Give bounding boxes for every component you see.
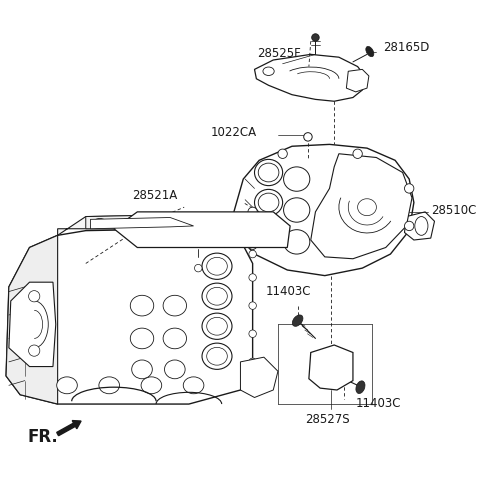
Ellipse shape <box>254 220 283 247</box>
Ellipse shape <box>248 240 257 250</box>
Ellipse shape <box>121 218 134 228</box>
Ellipse shape <box>304 132 312 141</box>
Text: 28510C: 28510C <box>431 204 476 216</box>
Ellipse shape <box>249 250 256 258</box>
Ellipse shape <box>405 184 414 193</box>
Ellipse shape <box>207 257 228 275</box>
Ellipse shape <box>328 350 335 358</box>
Text: 1022CA: 1022CA <box>210 126 256 139</box>
Ellipse shape <box>278 149 288 158</box>
Ellipse shape <box>312 34 319 41</box>
Text: 28525F: 28525F <box>257 47 301 60</box>
Ellipse shape <box>202 253 232 279</box>
Ellipse shape <box>182 218 209 241</box>
Ellipse shape <box>251 218 277 241</box>
Ellipse shape <box>258 224 279 243</box>
Ellipse shape <box>178 218 191 228</box>
Ellipse shape <box>284 230 310 254</box>
Text: 28527S: 28527S <box>305 413 350 426</box>
Polygon shape <box>234 144 414 276</box>
Ellipse shape <box>275 224 287 235</box>
Ellipse shape <box>163 295 187 316</box>
Ellipse shape <box>194 264 202 272</box>
Polygon shape <box>86 215 203 240</box>
Ellipse shape <box>249 358 256 366</box>
Ellipse shape <box>254 159 283 186</box>
Ellipse shape <box>248 207 257 216</box>
Ellipse shape <box>57 377 77 394</box>
Ellipse shape <box>263 67 274 75</box>
Text: FR.: FR. <box>28 428 59 446</box>
Ellipse shape <box>165 360 185 379</box>
Polygon shape <box>90 217 193 229</box>
Ellipse shape <box>258 163 279 182</box>
Ellipse shape <box>207 317 228 335</box>
Text: 28521A: 28521A <box>132 189 178 202</box>
Polygon shape <box>58 215 240 240</box>
Ellipse shape <box>183 377 204 394</box>
Ellipse shape <box>151 222 170 237</box>
Ellipse shape <box>202 313 232 339</box>
Ellipse shape <box>249 274 256 281</box>
Ellipse shape <box>217 218 243 241</box>
Ellipse shape <box>134 224 146 235</box>
Polygon shape <box>114 212 290 248</box>
Polygon shape <box>254 54 367 101</box>
Ellipse shape <box>186 222 205 237</box>
Ellipse shape <box>316 360 329 373</box>
Ellipse shape <box>284 167 310 191</box>
Ellipse shape <box>130 295 154 316</box>
Polygon shape <box>405 212 434 240</box>
Polygon shape <box>311 154 412 259</box>
Polygon shape <box>9 282 56 367</box>
Ellipse shape <box>366 47 374 57</box>
Polygon shape <box>347 70 369 92</box>
Ellipse shape <box>353 149 362 158</box>
Ellipse shape <box>249 382 256 389</box>
Ellipse shape <box>132 360 152 379</box>
Ellipse shape <box>149 218 163 228</box>
Ellipse shape <box>29 290 40 302</box>
Ellipse shape <box>254 190 283 216</box>
Ellipse shape <box>356 381 365 394</box>
Ellipse shape <box>207 288 228 305</box>
Ellipse shape <box>148 218 174 241</box>
FancyArrow shape <box>57 420 81 436</box>
Ellipse shape <box>258 193 279 212</box>
Ellipse shape <box>415 216 428 235</box>
Ellipse shape <box>202 343 232 370</box>
Ellipse shape <box>221 222 240 237</box>
Ellipse shape <box>249 330 256 337</box>
Polygon shape <box>6 229 252 404</box>
Text: 11403C: 11403C <box>266 285 311 298</box>
Ellipse shape <box>249 302 256 310</box>
Ellipse shape <box>141 377 162 394</box>
Ellipse shape <box>99 377 120 394</box>
Ellipse shape <box>29 345 40 356</box>
Ellipse shape <box>202 283 232 310</box>
Polygon shape <box>309 345 353 390</box>
Ellipse shape <box>405 221 414 230</box>
Text: 28165D: 28165D <box>383 41 429 54</box>
Ellipse shape <box>130 328 154 349</box>
Ellipse shape <box>284 198 310 222</box>
Text: 11403C: 11403C <box>356 397 401 410</box>
Ellipse shape <box>163 328 187 349</box>
Ellipse shape <box>93 218 107 228</box>
Polygon shape <box>6 235 58 404</box>
Ellipse shape <box>207 348 228 365</box>
Ellipse shape <box>254 222 273 237</box>
Ellipse shape <box>292 315 303 326</box>
Polygon shape <box>240 357 278 397</box>
Ellipse shape <box>334 360 348 373</box>
